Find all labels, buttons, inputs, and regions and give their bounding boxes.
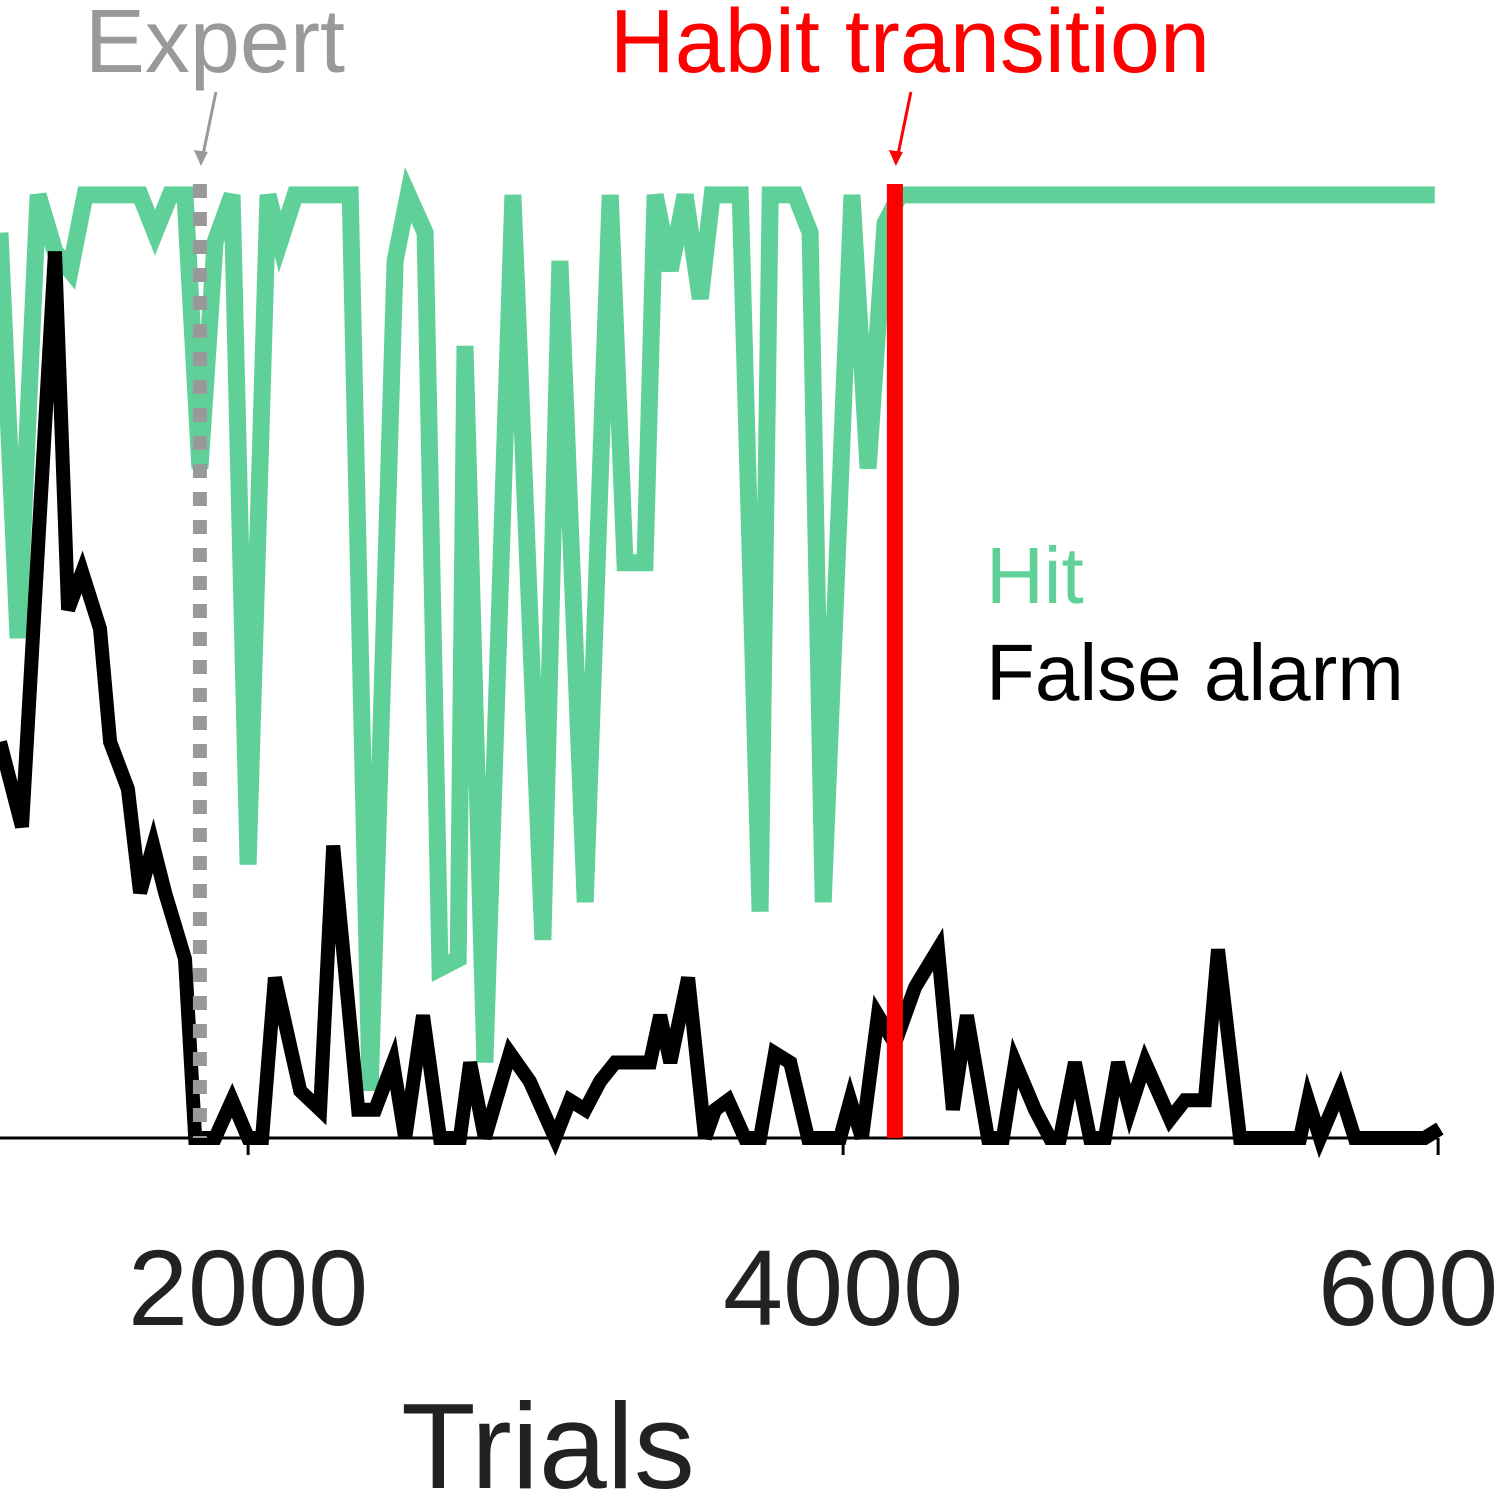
marker-label: Habit transition: [610, 0, 1210, 92]
marker-arrow: [200, 91, 218, 161]
x-axis-label: Trials: [401, 1378, 695, 1500]
series-line: [0, 251, 1444, 1159]
legend-entry: False alarm: [986, 628, 1404, 717]
series-line: [0, 167, 1435, 1092]
marker-arrowhead: [888, 150, 903, 166]
legend-entry: Hit: [986, 531, 1084, 620]
marker-arrow: [895, 91, 913, 161]
x-tick-label: 4000: [723, 1227, 963, 1348]
marker-label: Expert: [85, 0, 345, 92]
x-tick-label: 2000: [128, 1227, 368, 1348]
x-tick-label: 6000: [1318, 1227, 1500, 1348]
marker-arrowhead: [193, 150, 208, 166]
